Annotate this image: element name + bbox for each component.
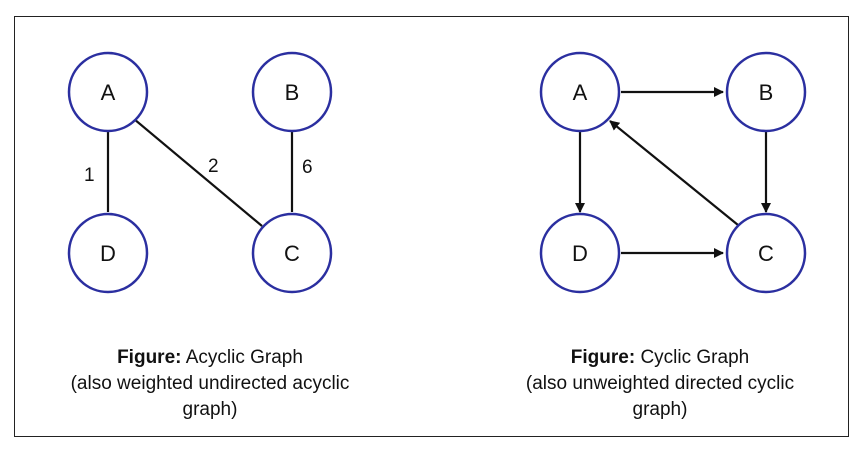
- figure-frame: [14, 16, 849, 437]
- edge-a-c: [133, 118, 263, 227]
- node-c: C: [725, 212, 807, 294]
- weight-b-c: 6: [302, 157, 313, 178]
- node-label-c: C: [284, 241, 300, 266]
- node-b: B: [251, 51, 333, 133]
- acyclic-caption: Figure: Acyclic Graph (also weighted und…: [60, 345, 360, 423]
- node-d: D: [539, 212, 621, 294]
- node-label-b: B: [285, 80, 300, 105]
- node-c: C: [251, 212, 333, 294]
- node-label-d: D: [572, 241, 588, 266]
- node-a: A: [67, 51, 149, 133]
- caption-line-3: graph): [632, 399, 688, 420]
- acyclic-graph: 1 2 6 A B D C: [67, 51, 333, 294]
- cyclic-caption: Figure: Cyclic Graph (also unweighted di…: [500, 345, 820, 423]
- node-label-d: D: [100, 241, 116, 266]
- cyclic-graph: A B D C: [539, 51, 807, 294]
- weight-a-c: 2: [208, 156, 219, 177]
- caption-prefix: Figure:: [570, 347, 636, 368]
- node-d: D: [67, 212, 149, 294]
- weight-a-d: 1: [84, 165, 95, 186]
- node-a: A: [539, 51, 621, 133]
- caption-prefix: Figure:: [117, 347, 182, 368]
- caption-title: Acyclic Graph: [181, 347, 303, 368]
- edge-c-to-a: [609, 120, 739, 226]
- caption-line-2: (also weighted undirected acyclic: [70, 373, 350, 394]
- caption-line-2: (also unweighted directed cyclic: [525, 373, 795, 394]
- caption-title: Cyclic Graph: [635, 347, 750, 368]
- node-label-c: C: [758, 241, 774, 266]
- caption-line-3: graph): [182, 399, 238, 420]
- node-label-a: A: [573, 80, 588, 105]
- node-label-b: B: [759, 80, 774, 105]
- node-label-a: A: [101, 80, 116, 105]
- node-b: B: [725, 51, 807, 133]
